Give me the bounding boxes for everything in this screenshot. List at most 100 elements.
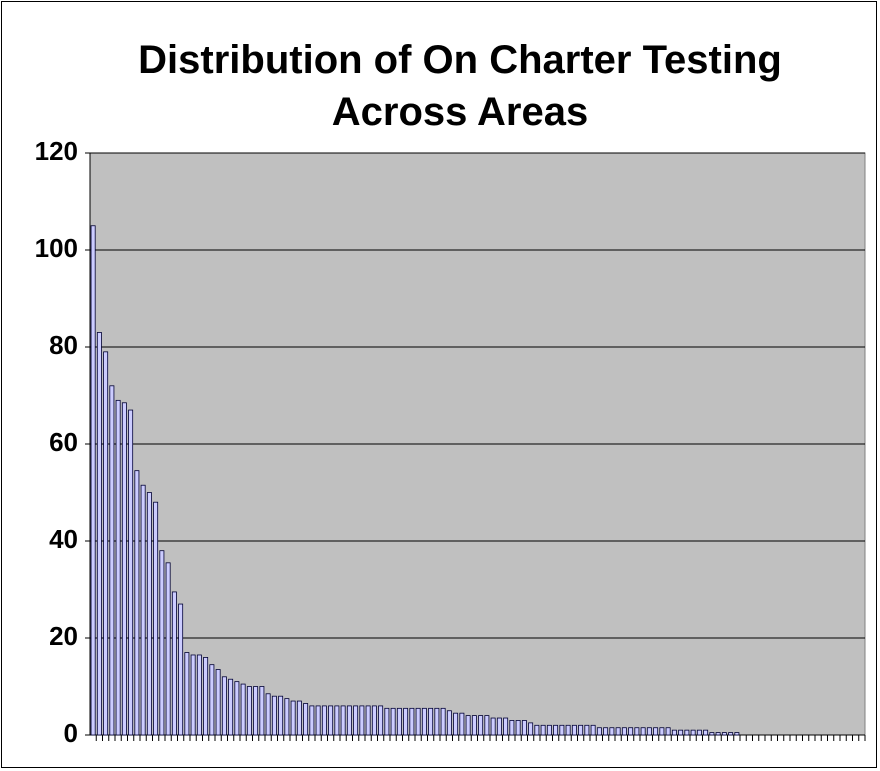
bar — [615, 727, 621, 736]
bar — [165, 562, 171, 736]
bar — [715, 732, 721, 736]
bar — [296, 700, 302, 736]
bar — [509, 720, 515, 736]
bar — [503, 717, 509, 736]
bar — [721, 732, 727, 736]
bar — [628, 727, 634, 736]
bar — [584, 724, 590, 736]
bar — [103, 351, 109, 736]
bar — [396, 707, 402, 736]
y-tick-label: 60 — [49, 427, 78, 457]
bar — [546, 724, 552, 736]
bar — [571, 724, 577, 736]
y-tick-label: 0 — [64, 718, 78, 748]
bar — [609, 727, 615, 736]
bar — [284, 698, 290, 736]
bar — [459, 712, 465, 736]
bar — [553, 724, 559, 736]
bar — [603, 727, 609, 736]
bar — [384, 707, 390, 736]
bar — [440, 707, 446, 736]
chart-title: Distribution of On Charter Testing Acros… — [138, 38, 782, 134]
bar — [321, 705, 327, 736]
bar — [315, 705, 321, 736]
bar — [409, 707, 415, 736]
bar — [484, 715, 490, 736]
bar — [621, 727, 627, 736]
bar — [253, 686, 259, 736]
bar — [678, 729, 684, 736]
bar — [471, 715, 477, 736]
bar — [559, 724, 565, 736]
bar — [696, 729, 702, 736]
bar — [540, 724, 546, 736]
bar — [328, 705, 334, 736]
bar — [515, 720, 521, 736]
bar — [184, 652, 190, 736]
bar — [159, 550, 165, 736]
y-tick-label: 80 — [49, 330, 78, 360]
bar — [565, 724, 571, 736]
bar — [340, 705, 346, 736]
bar — [534, 724, 540, 736]
bar — [196, 654, 202, 736]
bar — [290, 700, 296, 736]
bar — [259, 686, 265, 736]
bar — [428, 707, 434, 736]
bar — [684, 729, 690, 736]
bar — [178, 603, 184, 736]
bar — [153, 501, 159, 736]
bar — [121, 402, 127, 736]
bar — [478, 715, 484, 736]
bar — [265, 693, 271, 736]
bar — [671, 729, 677, 736]
bar — [403, 707, 409, 736]
bar — [96, 332, 102, 736]
bar — [590, 724, 596, 736]
y-tick-label: 100 — [35, 233, 78, 263]
bar — [521, 720, 527, 736]
bar — [709, 732, 715, 736]
bar — [690, 729, 696, 736]
bar — [171, 591, 177, 736]
bar — [190, 654, 196, 736]
bar — [215, 669, 221, 736]
bar — [334, 705, 340, 736]
bar — [353, 705, 359, 736]
bar — [578, 724, 584, 736]
bar — [246, 686, 252, 736]
bar — [665, 727, 671, 736]
bar — [371, 705, 377, 736]
bar — [703, 729, 709, 736]
bar — [453, 712, 459, 736]
bar — [228, 678, 234, 736]
bar — [359, 705, 365, 736]
bar — [221, 676, 227, 736]
bar — [596, 727, 602, 736]
bar — [240, 683, 246, 736]
bar — [134, 470, 140, 736]
bar — [728, 732, 734, 736]
y-tick-label: 40 — [49, 524, 78, 554]
bar — [653, 727, 659, 736]
bar — [365, 705, 371, 736]
bar — [140, 484, 146, 736]
bar — [634, 727, 640, 736]
bar — [146, 492, 152, 736]
bar — [378, 705, 384, 736]
bar — [278, 695, 284, 736]
y-tick-label: 120 — [35, 136, 78, 166]
bar — [415, 707, 421, 736]
bar — [490, 717, 496, 736]
bar — [446, 710, 452, 736]
bar — [115, 399, 121, 736]
bar — [421, 707, 427, 736]
bar — [434, 707, 440, 736]
bar — [128, 409, 134, 736]
bar — [465, 715, 471, 736]
bar — [109, 385, 115, 736]
bar — [646, 727, 652, 736]
bar — [496, 717, 502, 736]
bar — [346, 705, 352, 736]
